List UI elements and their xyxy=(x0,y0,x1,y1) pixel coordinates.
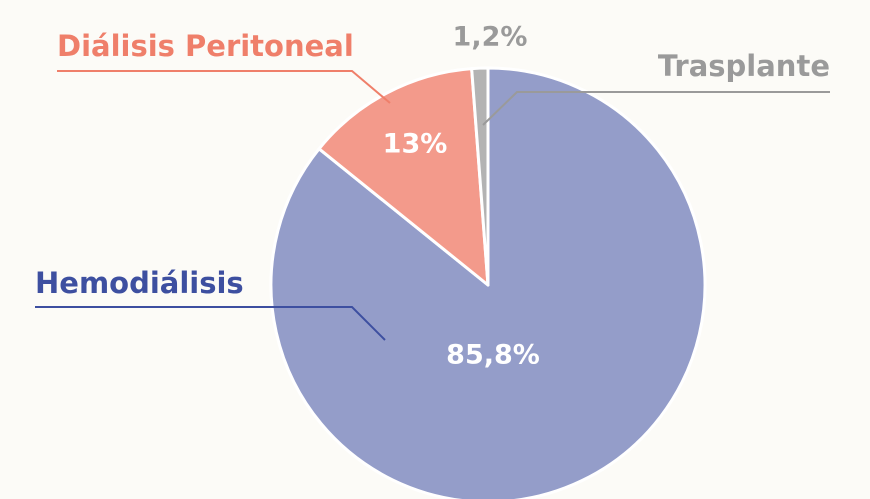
category-label: Hemodiálisis xyxy=(35,266,244,300)
value-label: 13% xyxy=(383,129,448,160)
leader-line xyxy=(35,306,386,341)
pie-slice xyxy=(317,67,490,287)
leader-line xyxy=(482,91,830,126)
category-label: Trasplante xyxy=(658,49,830,83)
leader-line xyxy=(57,70,391,104)
pie-slice xyxy=(470,66,490,287)
value-label: 1,2% xyxy=(453,22,528,53)
category-label: Diálisis Peritoneal xyxy=(57,29,354,63)
value-label: 85,8% xyxy=(446,340,540,371)
